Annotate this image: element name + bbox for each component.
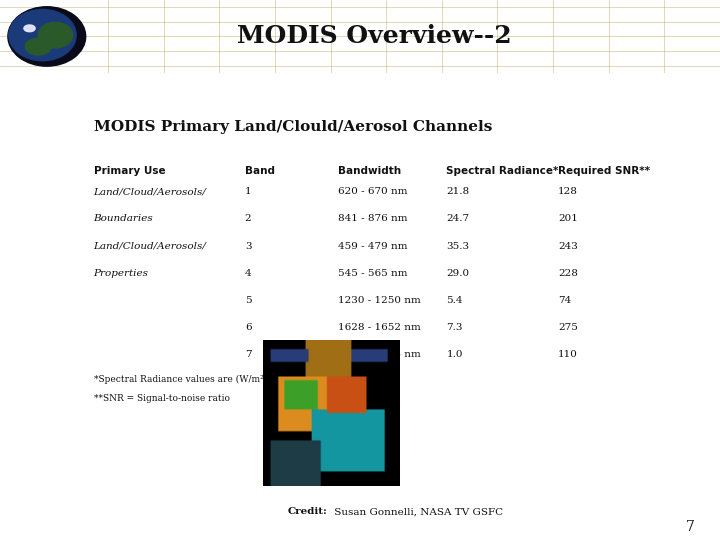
Text: 459 - 479 nm: 459 - 479 nm: [338, 241, 408, 251]
Text: 7: 7: [686, 521, 695, 535]
Text: Credit:: Credit:: [288, 507, 328, 516]
Text: 545 - 565 nm: 545 - 565 nm: [338, 268, 408, 278]
Text: 3: 3: [245, 241, 251, 251]
Text: 29.0: 29.0: [446, 268, 469, 278]
Text: 228: 228: [558, 268, 578, 278]
Text: Boundaries: Boundaries: [94, 214, 153, 224]
Text: 243: 243: [558, 241, 578, 251]
Text: *Spectral Radiance values are (W/m² -μm-sr): *Spectral Radiance values are (W/m² -μm-…: [94, 375, 300, 384]
Text: 5: 5: [245, 296, 251, 305]
Text: 5.4: 5.4: [446, 296, 463, 305]
Text: 201: 201: [558, 214, 578, 224]
Text: 841 - 876 nm: 841 - 876 nm: [338, 214, 408, 224]
Text: MODIS Overview--2: MODIS Overview--2: [237, 24, 512, 49]
Text: MODIS Primary Land/Clould/Aerosol Channels: MODIS Primary Land/Clould/Aerosol Channe…: [94, 119, 492, 133]
Text: Land/Cloud/Aerosols/: Land/Cloud/Aerosols/: [94, 187, 207, 197]
Text: 275: 275: [558, 323, 578, 332]
Text: Bandwidth: Bandwidth: [338, 166, 402, 177]
Text: Primary Use: Primary Use: [94, 166, 165, 177]
Text: 6: 6: [245, 323, 251, 332]
Text: 4: 4: [245, 268, 251, 278]
Text: Spectral Radiance*: Spectral Radiance*: [446, 166, 559, 177]
Text: 74: 74: [558, 296, 571, 305]
Text: 128: 128: [558, 187, 578, 197]
Text: 1.0: 1.0: [446, 350, 463, 359]
Ellipse shape: [9, 10, 76, 60]
Text: 110: 110: [558, 350, 578, 359]
Text: 24.7: 24.7: [446, 214, 469, 224]
Ellipse shape: [24, 25, 35, 32]
Text: 35.3: 35.3: [446, 241, 469, 251]
Text: Required SNR**: Required SNR**: [558, 166, 650, 177]
Ellipse shape: [8, 7, 86, 66]
Text: 7: 7: [245, 350, 251, 359]
Text: Band: Band: [245, 166, 275, 177]
Text: 21.8: 21.8: [446, 187, 469, 197]
Text: Susan Gonnelli, NASA TV GSFC: Susan Gonnelli, NASA TV GSFC: [331, 507, 503, 516]
Text: 620 - 670 nm: 620 - 670 nm: [338, 187, 408, 197]
Text: Land/Cloud/Aerosols/: Land/Cloud/Aerosols/: [94, 241, 207, 251]
Text: 1230 - 1250 nm: 1230 - 1250 nm: [338, 296, 421, 305]
Text: Properties: Properties: [94, 268, 148, 278]
Text: 1: 1: [245, 187, 251, 197]
Text: **SNR = Signal-to-noise ratio: **SNR = Signal-to-noise ratio: [94, 394, 230, 403]
Text: 1628 - 1652 nm: 1628 - 1652 nm: [338, 323, 421, 332]
Text: 7.3: 7.3: [446, 323, 463, 332]
Text: 2: 2: [245, 214, 251, 224]
Ellipse shape: [25, 38, 51, 55]
Ellipse shape: [38, 22, 73, 48]
Text: 2105 - 2155 nm: 2105 - 2155 nm: [338, 350, 421, 359]
